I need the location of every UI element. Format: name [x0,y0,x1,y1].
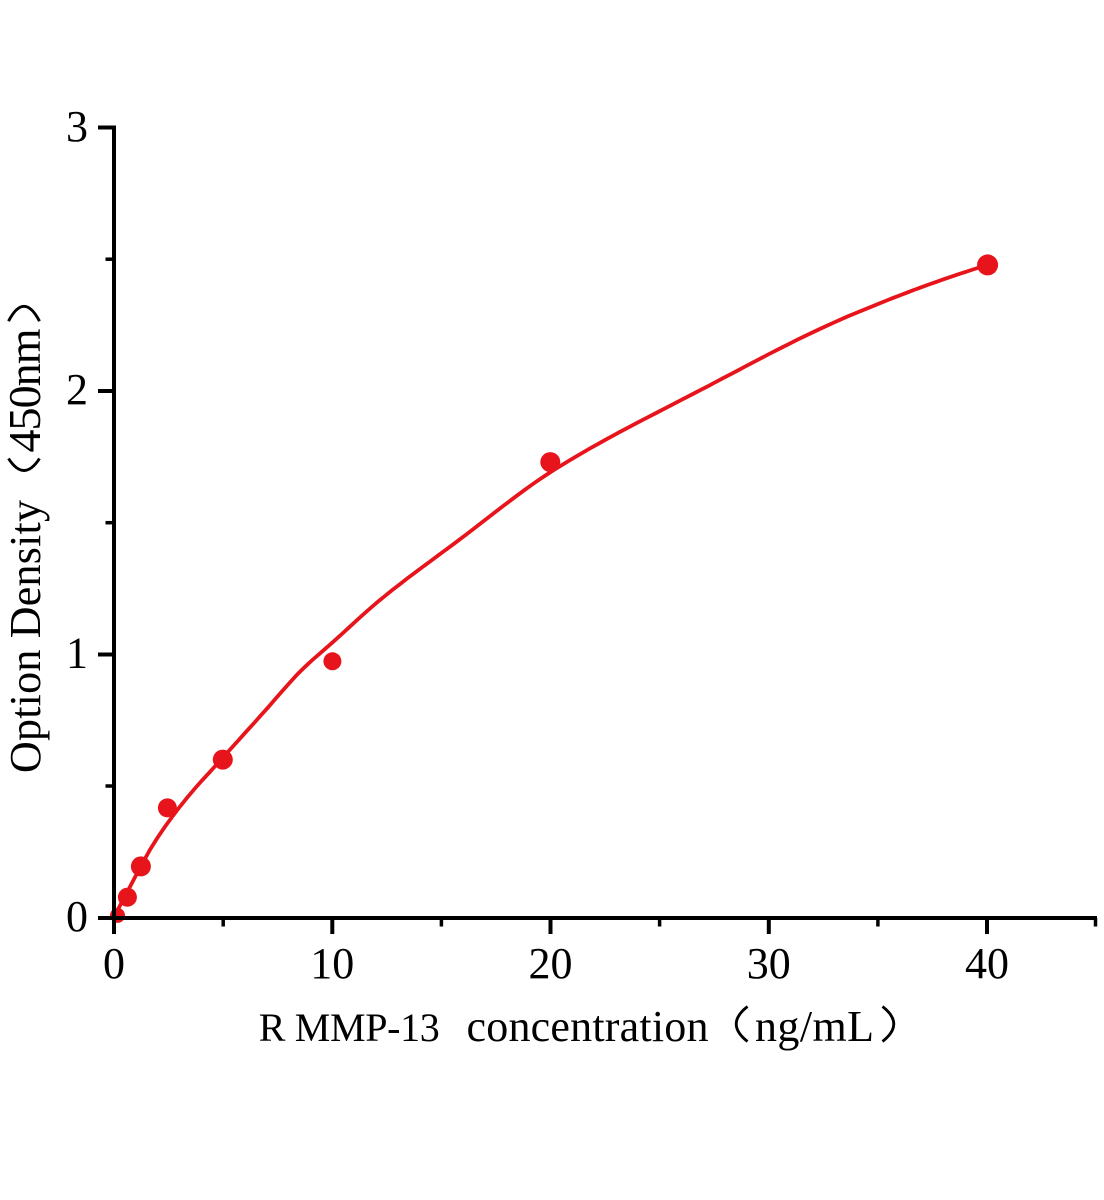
svg-text:40: 40 [965,939,1009,988]
svg-text:2: 2 [66,365,88,414]
svg-text:ng/mL: ng/mL [755,1002,874,1051]
svg-text:30: 30 [747,939,791,988]
svg-text:3: 3 [66,102,88,151]
svg-text:0: 0 [66,892,88,941]
svg-text:10: 10 [310,939,354,988]
svg-text:20: 20 [529,939,573,988]
svg-text:0: 0 [103,939,125,988]
svg-text:450nm: 450nm [0,328,50,452]
svg-text:R MMP-13: R MMP-13 [259,1005,440,1050]
svg-text:1: 1 [66,629,88,678]
svg-text:Option Density: Option Density [1,500,50,773]
svg-text:concentration: concentration [467,1002,709,1051]
